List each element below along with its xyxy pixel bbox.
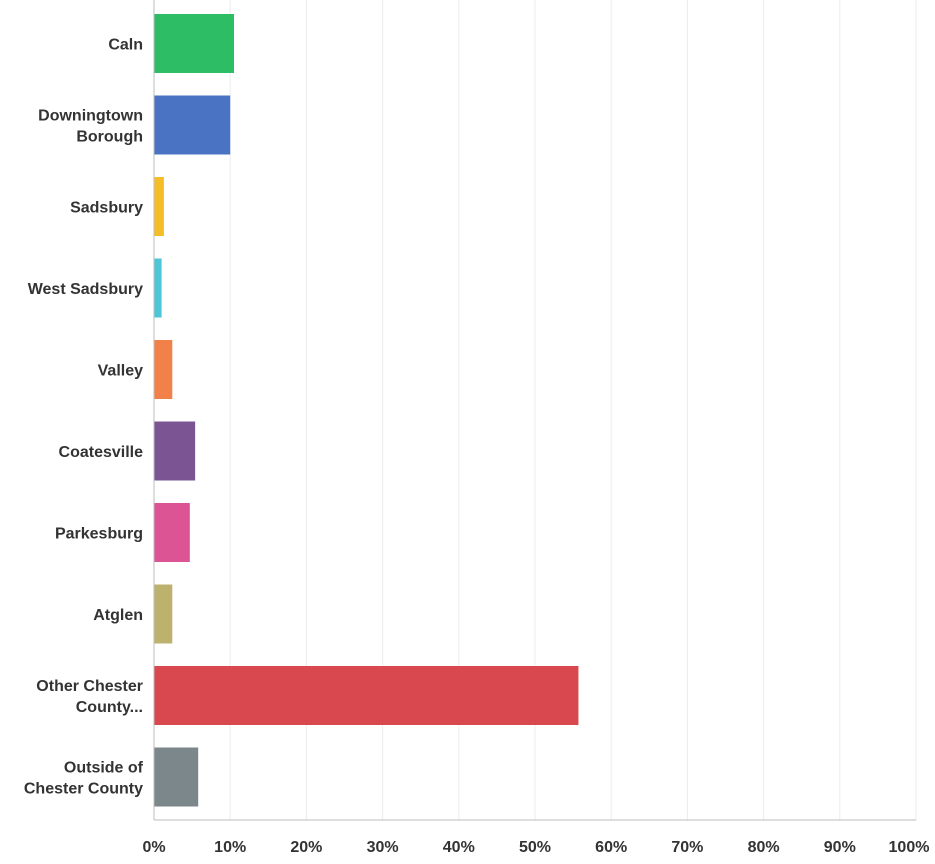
category-label: Coatesville	[59, 444, 144, 461]
bar	[154, 177, 164, 236]
bar	[154, 421, 196, 481]
x-tick-label: 20%	[290, 839, 322, 856]
category-label: Outside of	[64, 760, 144, 777]
bar	[154, 258, 162, 318]
x-tick-label: 10%	[214, 839, 246, 856]
x-tick-label: 90%	[824, 839, 856, 856]
category-label: Downingtown	[38, 108, 143, 125]
bar	[154, 747, 199, 807]
category-label: County...	[76, 699, 143, 716]
category-label: Parkesburg	[55, 526, 143, 543]
category-label: Valley	[98, 363, 143, 380]
x-tick-label: 80%	[748, 839, 780, 856]
x-tick-label: 50%	[519, 839, 551, 856]
category-label: Chester County	[24, 781, 143, 798]
category-label: Sadsbury	[70, 200, 143, 217]
x-tick-label: 100%	[889, 839, 930, 856]
category-label: Caln	[108, 37, 143, 54]
x-axis-ticks: 0% 10% 20% 30% 40% 50% 60% 70% 80% 90% 100%	[142, 839, 929, 856]
bar	[154, 340, 173, 399]
bars	[154, 14, 579, 807]
gridlines	[229, 0, 917, 820]
x-tick-label: 60%	[595, 839, 627, 856]
x-tick-label: 30%	[367, 839, 399, 856]
x-tick-label: 70%	[671, 839, 703, 856]
bar	[154, 584, 173, 644]
bar	[154, 14, 235, 73]
category-label: West Sadsbury	[28, 281, 143, 298]
x-tick-label: 40%	[443, 839, 475, 856]
x-tick-label: 0%	[142, 839, 165, 856]
bar	[154, 503, 190, 562]
bar	[154, 95, 231, 155]
bar	[154, 666, 579, 725]
category-label: Atglen	[93, 607, 143, 624]
category-label: Borough	[76, 129, 143, 146]
category-labels: Caln Downingtown Borough Sadsbury West Sadsb…	[24, 37, 144, 798]
category-label: Other Chester	[36, 678, 143, 695]
